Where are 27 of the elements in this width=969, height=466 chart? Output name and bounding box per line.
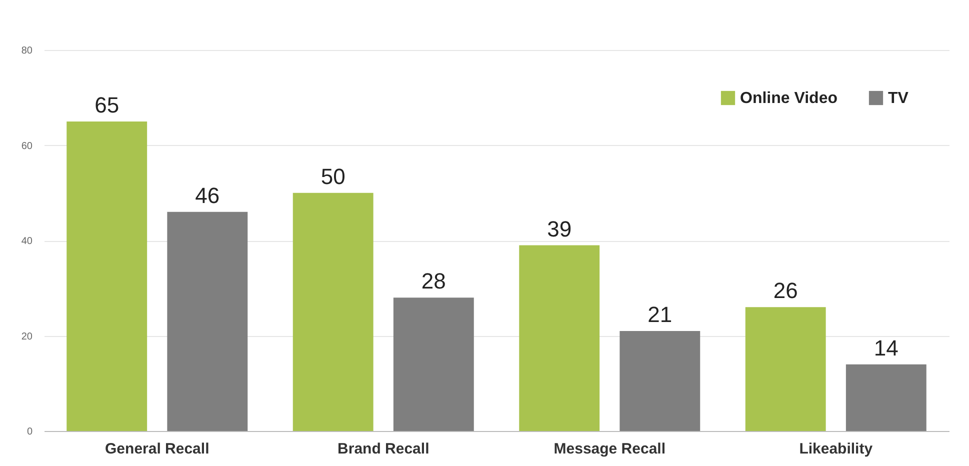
bar	[745, 307, 826, 431]
bar	[66, 121, 148, 431]
x-tick-label: Message Recall	[554, 440, 666, 458]
y-tick-label: 0	[26, 426, 33, 438]
y-tick-label: 40	[21, 236, 33, 247]
y-tick-label: 20	[21, 331, 33, 342]
bar	[292, 192, 374, 431]
bar	[167, 212, 248, 431]
data-label: 39	[547, 216, 572, 242]
legend-label: TV	[888, 90, 909, 107]
bar	[620, 330, 700, 431]
bar	[393, 298, 474, 431]
data-label: 21	[648, 302, 672, 327]
y-tick-label: 80	[21, 46, 33, 56]
data-label: 50	[320, 164, 346, 189]
legend-label: Online Video	[740, 90, 838, 107]
data-label: 26	[773, 278, 798, 304]
data-label: 65	[94, 92, 120, 118]
y-tick-label: 60	[21, 140, 33, 152]
bar	[846, 364, 926, 431]
data-label: 46	[195, 182, 220, 208]
x-tick-label: Brand Recall	[338, 440, 430, 458]
data-label: 14	[874, 335, 898, 360]
data-label: 28	[421, 268, 446, 294]
x-tick-label: General Recall	[105, 440, 210, 458]
bar	[519, 245, 600, 431]
x-tick-label: Likeability	[799, 440, 874, 458]
